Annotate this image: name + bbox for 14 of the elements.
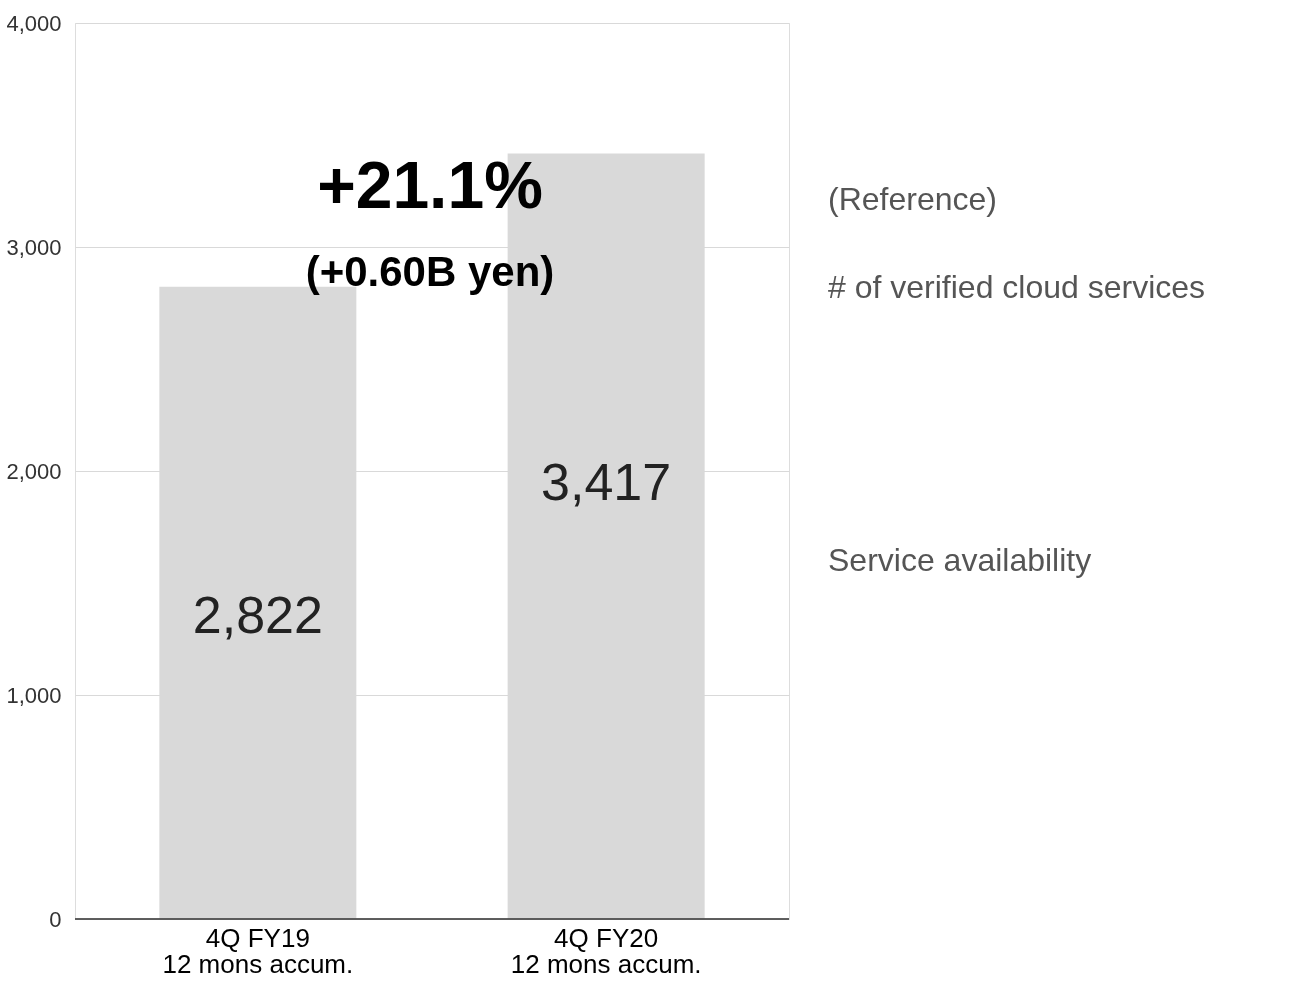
text: Service availability — [828, 542, 1092, 578]
y-tick-label: 0 — [49, 906, 62, 932]
data-label: 3,417 — [541, 452, 672, 511]
y-tick-label: 4,000 — [6, 10, 62, 36]
text: (Reference) — [828, 181, 997, 217]
x-tick-label: 4Q FY19 12 mons accum. — [162, 922, 354, 979]
data-label: 2,822 — [192, 585, 323, 644]
annotation: (+0.60B yen) — [305, 248, 555, 295]
y-tick-label: 2,000 — [6, 458, 62, 484]
x-tick-label: 4Q FY20 12 mons accum. — [510, 922, 702, 979]
y-tick-label: 3,000 — [6, 234, 62, 260]
text: # of verified cloud services — [828, 269, 1206, 305]
y-tick-label: 1,000 — [6, 682, 62, 708]
annotation: +21.1% — [317, 148, 543, 222]
